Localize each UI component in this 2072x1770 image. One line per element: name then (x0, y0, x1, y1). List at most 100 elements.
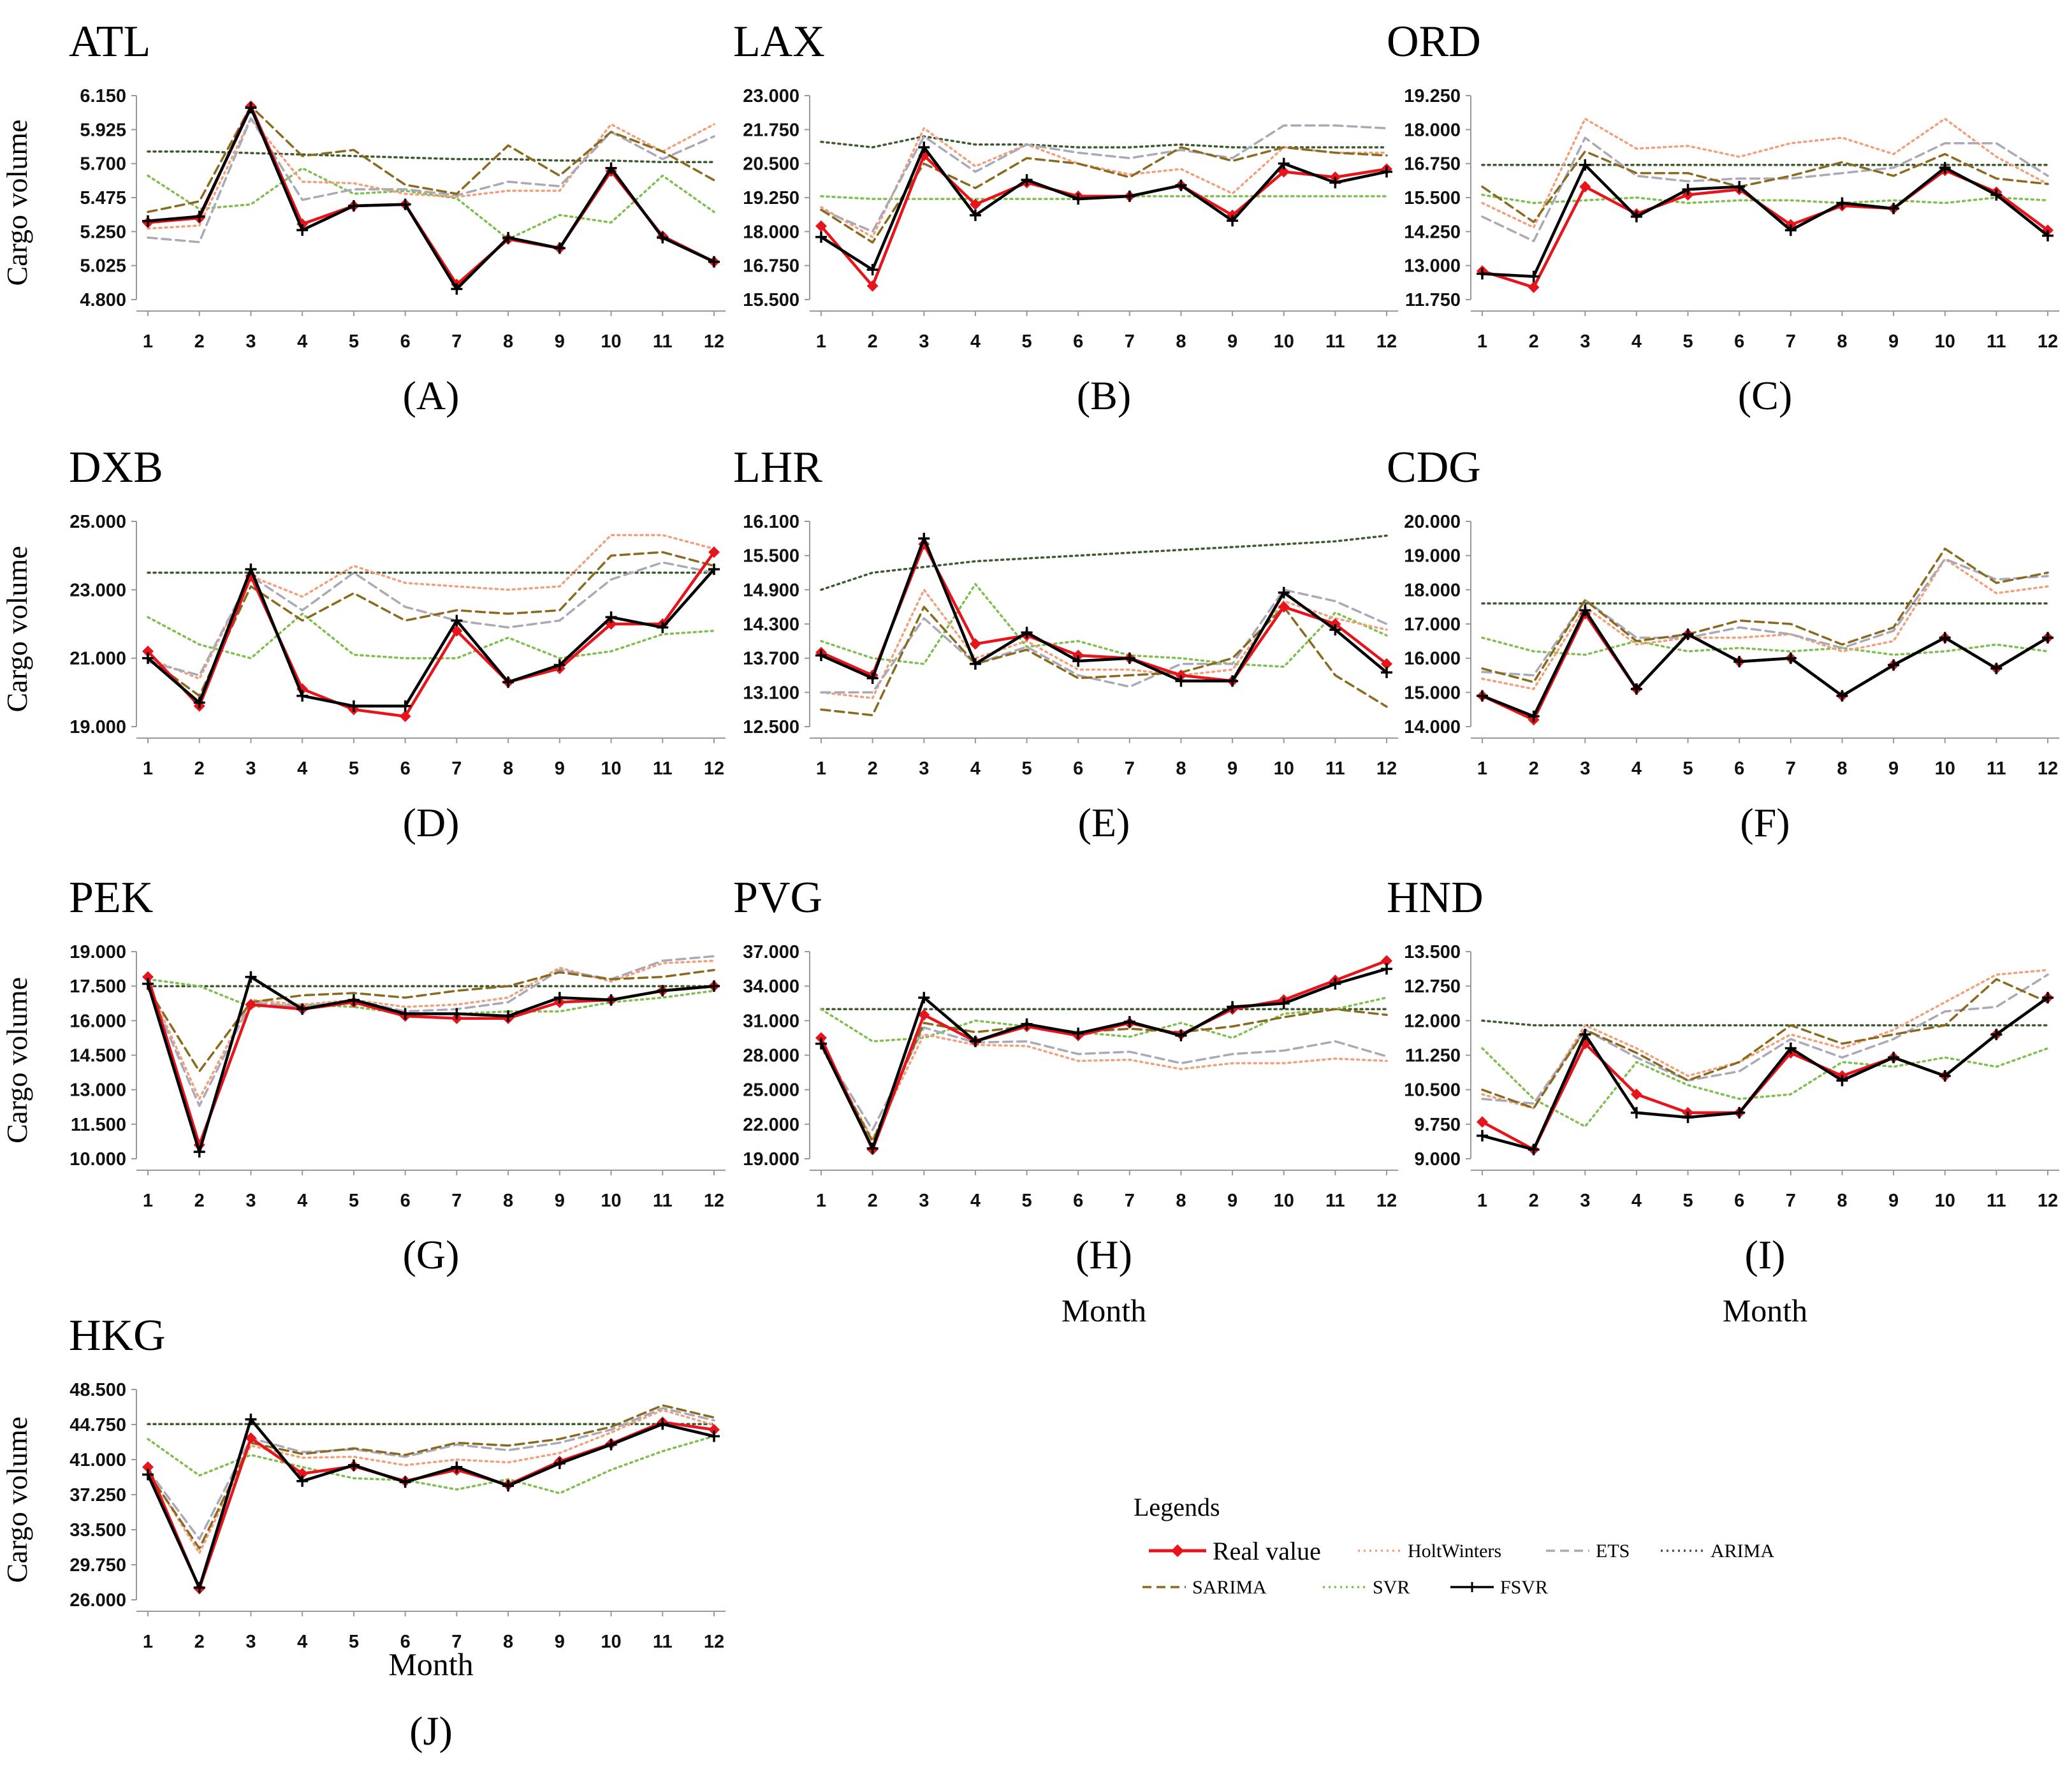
y-tick-label: 20.500 (743, 154, 799, 175)
x-tick-label: 8 (1837, 758, 1847, 779)
data-point-fsvr (2042, 229, 2054, 242)
data-point-fsvr (1175, 1029, 1187, 1041)
x-axis-label: Month (1062, 1293, 1146, 1328)
y-tick-label: 15.500 (743, 546, 799, 567)
data-point-fsvr (142, 652, 154, 664)
y-tick-label: 48.500 (69, 1380, 126, 1400)
y-tick-label: 23.000 (69, 580, 126, 600)
data-point-fsvr (1477, 690, 1488, 702)
legend-label: SVR (1373, 1577, 1410, 1598)
data-point-fsvr (553, 992, 565, 1004)
x-tick-label: 10 (601, 331, 621, 352)
data-point-fsvr (918, 532, 930, 544)
data-point-fsvr (1888, 1052, 1900, 1064)
y-axis-label: Cargo volume (1, 119, 33, 286)
legend: Legends Real value HoltWinters ETS ARIMA SAR… (1134, 1493, 1774, 1598)
y-tick-label: 14.900 (743, 580, 799, 600)
y-tick-label: 13.500 (1404, 942, 1461, 962)
y-tick-label: 25.000 (69, 512, 126, 532)
series-holtwinters (1481, 117, 2049, 229)
series-line-fsvr (819, 967, 1389, 1150)
x-tick-label: 11 (1325, 758, 1345, 779)
series-sarima (1481, 150, 2049, 224)
data-point-fsvr (296, 690, 309, 702)
series-line-fsvr (819, 145, 1389, 272)
x-tick-label: 8 (1837, 1191, 1847, 1211)
x-tick-label: 10 (601, 758, 621, 779)
x-tick-label: 6 (400, 1191, 411, 1211)
x-tick-label: 5 (1682, 758, 1693, 779)
x-tick-label: 8 (503, 1191, 513, 1211)
x-tick-label: 11 (653, 1632, 673, 1652)
x-tick-label: 1 (143, 1191, 153, 1211)
x-tick-label: 4 (1631, 1191, 1642, 1211)
data-point-real-value (399, 710, 411, 722)
data-point-fsvr (1528, 1143, 1540, 1156)
x-tick-label: 2 (868, 758, 878, 779)
x-tick-label: 6 (1734, 1191, 1744, 1211)
series-arima (820, 135, 1388, 149)
series-line-ets (147, 1407, 715, 1541)
series-line-sarima (820, 606, 1388, 716)
series-line-svr (1481, 193, 2049, 205)
x-tick-label: 9 (555, 758, 565, 779)
y-tick-label: 16.750 (1404, 154, 1461, 175)
series-line-real-value (819, 154, 1389, 287)
data-point-fsvr (605, 1439, 617, 1451)
x-tick-label: 10 (1935, 331, 1955, 352)
data-point-fsvr (866, 1142, 879, 1154)
y-tick-label: 5.025 (80, 256, 126, 277)
legend-item-fsvr: FSVR (1450, 1577, 1548, 1598)
data-point-fsvr (347, 994, 360, 1006)
data-point-fsvr (1021, 174, 1033, 186)
data-point-fsvr (1278, 997, 1290, 1010)
y-tick-label: 13.000 (1404, 256, 1461, 277)
series-ets (147, 955, 715, 1107)
y-tick-label: 12.500 (743, 717, 799, 737)
series-real-value (815, 955, 1392, 1156)
data-point-fsvr (553, 1457, 565, 1469)
data-point-fsvr (1123, 190, 1135, 202)
data-point-fsvr (657, 231, 669, 243)
x-axis-label: Month (388, 1646, 473, 1682)
data-point-fsvr (1630, 210, 1642, 222)
series-holtwinters (1481, 969, 2049, 1110)
data-point-fsvr (1528, 710, 1540, 722)
x-tick-label: 7 (1125, 331, 1135, 352)
series-line-sarima (1481, 150, 2049, 224)
panel-letter: (H) (1076, 1232, 1132, 1277)
data-point-fsvr (708, 980, 720, 992)
x-axis-label: Month (1723, 1293, 1807, 1328)
x-tick-label: 11 (1325, 1191, 1345, 1211)
x-tick-label: 7 (1125, 1191, 1135, 1211)
x-tick-label: 1 (1477, 331, 1487, 352)
y-tick-label: 41.000 (69, 1450, 126, 1470)
series-line-fsvr (1480, 163, 2050, 278)
y-tick-label: 16.100 (743, 512, 799, 532)
series-line-ets (820, 1026, 1388, 1131)
series-real-value (815, 538, 1392, 687)
x-tick-label: 1 (143, 331, 153, 352)
data-point-fsvr (399, 700, 411, 712)
data-point-fsvr (1528, 270, 1540, 282)
series-fsvr (142, 1413, 720, 1593)
series-ets (147, 117, 715, 243)
series-line-sarima (147, 969, 715, 1073)
data-point-fsvr (1682, 628, 1694, 641)
series-line-svr (147, 613, 715, 660)
data-point-fsvr (1175, 179, 1187, 191)
series-ets (1481, 136, 2049, 243)
series-line-holtwinters (147, 959, 715, 1100)
x-tick-label: 12 (704, 331, 724, 352)
series-arima (1481, 1019, 2049, 1027)
data-point-fsvr (502, 1010, 514, 1022)
series-line-holtwinters (1481, 558, 2049, 690)
x-tick-label: 5 (1682, 1191, 1693, 1211)
y-tick-label: 13.100 (743, 683, 799, 703)
series-line-holtwinters (820, 127, 1388, 238)
panel-letter: (F) (1740, 800, 1790, 845)
data-point-fsvr (866, 672, 879, 684)
y-tick-label: 17.500 (69, 976, 126, 997)
y-tick-label: 26.000 (69, 1590, 126, 1611)
x-tick-label: 7 (1786, 758, 1796, 779)
